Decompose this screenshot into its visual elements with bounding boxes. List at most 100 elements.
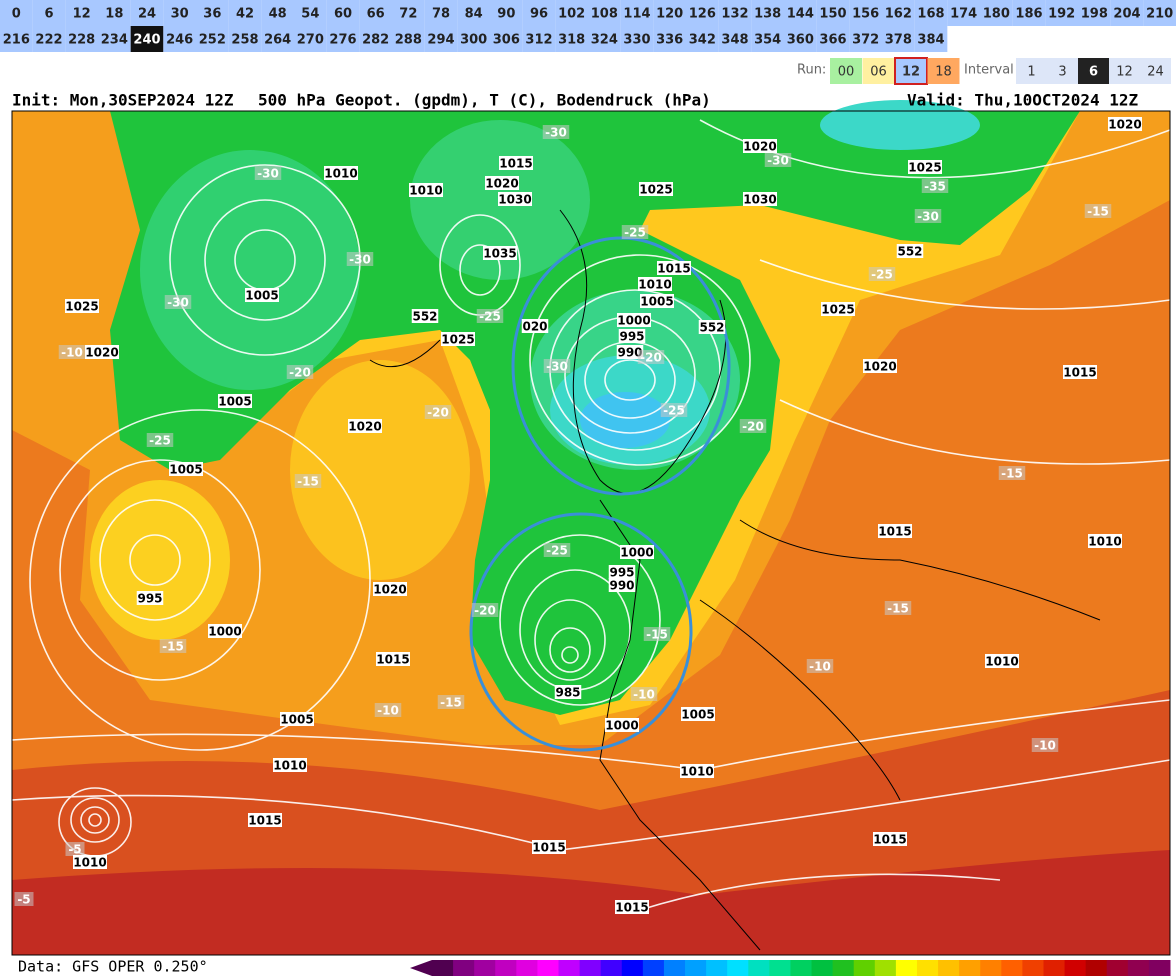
- run-option[interactable]: 06: [870, 65, 887, 80]
- label-box: [58, 345, 86, 359]
- label-box: [617, 313, 651, 327]
- interval-bg: [1047, 58, 1078, 84]
- hour-button[interactable]: 78: [432, 7, 450, 22]
- isobar-label: 1020: [373, 583, 406, 597]
- hour-button[interactable]: 42: [236, 7, 254, 22]
- hour-button[interactable]: 18: [105, 7, 123, 22]
- hour-button[interactable]: 336: [656, 33, 683, 48]
- hour-button[interactable]: 90: [497, 7, 515, 22]
- label-box: [821, 302, 855, 316]
- interval-option[interactable]: 6: [1089, 65, 1098, 80]
- hour-button[interactable]: 24: [138, 7, 156, 22]
- hour-button[interactable]: 342: [689, 33, 716, 48]
- hour-button[interactable]: 168: [917, 7, 944, 22]
- hour-button[interactable]: 150: [819, 7, 846, 22]
- hour-button[interactable]: 312: [525, 33, 552, 48]
- label-box: [1088, 534, 1122, 548]
- hour-button[interactable]: 330: [623, 33, 650, 48]
- hour-button[interactable]: 144: [787, 7, 814, 22]
- hour-button[interactable]: 348: [721, 33, 748, 48]
- hour-button[interactable]: 366: [819, 33, 846, 48]
- hour-button[interactable]: 126: [689, 7, 716, 22]
- hour-button[interactable]: 282: [362, 33, 389, 48]
- isobar-label: 1015: [873, 833, 906, 847]
- hour-button[interactable]: 276: [329, 33, 356, 48]
- hour-cell-bg: [914, 26, 948, 52]
- isobar-label: 1020: [863, 360, 896, 374]
- interval-option[interactable]: 3: [1058, 65, 1066, 80]
- hour-button[interactable]: 30: [171, 7, 189, 22]
- hour-button[interactable]: 36: [203, 7, 221, 22]
- hour-button[interactable]: 114: [623, 7, 650, 22]
- hour-cell-bg: [163, 26, 196, 52]
- color-bar-step: [663, 960, 686, 976]
- hour-button[interactable]: 54: [301, 7, 319, 22]
- label-box: [884, 601, 912, 615]
- run-option[interactable]: 12: [902, 65, 920, 80]
- interval-option[interactable]: 1: [1027, 65, 1035, 80]
- hour-button[interactable]: 72: [399, 7, 417, 22]
- hour-button[interactable]: 120: [656, 7, 683, 22]
- hour-button[interactable]: 180: [983, 7, 1010, 22]
- hour-button[interactable]: 378: [885, 33, 912, 48]
- hour-button[interactable]: 216: [3, 33, 30, 48]
- hour-button[interactable]: 198: [1081, 7, 1108, 22]
- temperature-label: -30: [167, 296, 189, 310]
- interval-bg: [1078, 58, 1109, 84]
- hour-button[interactable]: 102: [558, 7, 585, 22]
- hour-button[interactable]: 246: [166, 33, 193, 48]
- hour-button[interactable]: 240: [133, 33, 160, 48]
- hour-button[interactable]: 156: [852, 7, 879, 22]
- hour-button[interactable]: 162: [885, 7, 912, 22]
- hour-button[interactable]: 300: [460, 33, 487, 48]
- hour-button[interactable]: 96: [530, 7, 548, 22]
- hour-button[interactable]: 138: [754, 7, 781, 22]
- label-box: [532, 840, 566, 854]
- hour-button[interactable]: 222: [35, 33, 62, 48]
- hour-button[interactable]: 264: [264, 33, 291, 48]
- label-box: [1084, 204, 1112, 218]
- isobar-label: 1015: [1063, 366, 1096, 380]
- hour-cell-bg: [130, 26, 164, 52]
- hour-button[interactable]: 294: [427, 33, 454, 48]
- color-bar-step: [853, 960, 876, 976]
- hour-cell-bg: [555, 0, 588, 26]
- hour-button[interactable]: 228: [68, 33, 95, 48]
- hour-button[interactable]: 0: [12, 7, 21, 22]
- hour-button[interactable]: 258: [231, 33, 258, 48]
- hour-button[interactable]: 108: [591, 7, 618, 22]
- hour-button[interactable]: 354: [754, 33, 781, 48]
- hour-button[interactable]: 186: [1015, 7, 1042, 22]
- run-option[interactable]: 00: [838, 65, 855, 80]
- hour-button[interactable]: 204: [1113, 7, 1140, 22]
- isobar-label: 1025: [908, 161, 941, 175]
- label-box: [471, 603, 499, 617]
- hour-button[interactable]: 372: [852, 33, 879, 48]
- hour-button[interactable]: 270: [297, 33, 324, 48]
- run-option[interactable]: 18: [935, 65, 952, 80]
- hour-button[interactable]: 324: [591, 33, 618, 48]
- hour-cell-bg: [130, 0, 164, 26]
- hour-button[interactable]: 132: [721, 7, 748, 22]
- hour-cell-bg: [0, 0, 33, 26]
- hour-button[interactable]: 318: [558, 33, 585, 48]
- interval-option[interactable]: 24: [1147, 65, 1164, 80]
- hour-button[interactable]: 252: [199, 33, 226, 48]
- hour-button[interactable]: 306: [493, 33, 520, 48]
- color-bar-step: [495, 960, 517, 976]
- hour-button[interactable]: 48: [269, 7, 287, 22]
- hour-button[interactable]: 66: [367, 7, 385, 22]
- hour-button[interactable]: 6: [44, 7, 53, 22]
- hour-button[interactable]: 360: [787, 33, 814, 48]
- hour-cell-bg: [980, 0, 1013, 26]
- hour-button[interactable]: 84: [465, 7, 483, 22]
- hour-button[interactable]: 234: [101, 33, 128, 48]
- hour-button[interactable]: 12: [73, 7, 91, 22]
- hour-button[interactable]: 384: [917, 33, 944, 48]
- hour-button[interactable]: 60: [334, 7, 352, 22]
- hour-button[interactable]: 174: [950, 7, 977, 22]
- hour-button[interactable]: 192: [1048, 7, 1075, 22]
- interval-option[interactable]: 12: [1116, 65, 1133, 80]
- hour-button[interactable]: 210: [1146, 7, 1173, 22]
- hour-button[interactable]: 288: [395, 33, 422, 48]
